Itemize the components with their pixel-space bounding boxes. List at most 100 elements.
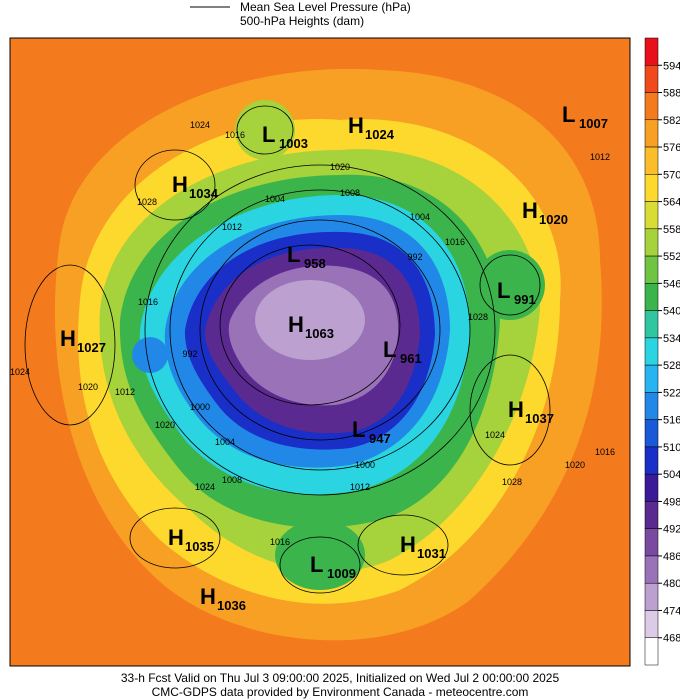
center-pressure: 1037 (525, 411, 554, 426)
center-pressure: 1009 (327, 566, 356, 581)
contour-label: 1020 (155, 420, 175, 430)
center-pressure: 1031 (417, 546, 446, 561)
colorbar-label: 528 (663, 360, 680, 372)
contour-label: 1004 (215, 437, 235, 447)
legend-text: Mean Sea Level Pressure (hPa) (240, 0, 411, 14)
contour-label: 1020 (565, 460, 585, 470)
colorbar-swatch (644, 146, 659, 175)
contour-label: 992 (407, 252, 422, 262)
colorbar-label: 522 (663, 387, 680, 399)
contour-label: 1020 (78, 382, 98, 392)
contour-label: 1004 (410, 212, 430, 222)
center-kind: L (352, 417, 365, 442)
center-kind: L (383, 337, 396, 362)
contour-label: 1004 (265, 194, 285, 204)
isobar (169, 189, 471, 471)
center-pressure: 958 (304, 256, 326, 271)
colorbar-swatch (644, 610, 659, 638)
isobar (144, 164, 496, 496)
center-pressure: 1035 (185, 539, 214, 554)
colorbar-swatch (644, 501, 659, 529)
center-kind: L (287, 242, 300, 267)
colorbar-label: 504 (663, 469, 680, 481)
center-kind: L (497, 278, 510, 303)
center-pressure: 1036 (217, 598, 246, 613)
colorbar-label: 576 (663, 142, 680, 154)
isobar (469, 354, 551, 466)
contour-label: 1016 (270, 537, 290, 547)
contour-label: 1028 (137, 197, 157, 207)
isobars (24, 105, 551, 594)
center-pressure: 1034 (189, 186, 219, 201)
contour-label: 1012 (590, 152, 610, 162)
center-pressure: 1024 (365, 127, 395, 142)
colorbar-swatch (644, 37, 659, 66)
isobar (134, 149, 216, 221)
map-frame (9, 37, 631, 667)
field-band (255, 280, 365, 360)
colorbar-swatch (644, 174, 659, 202)
colorbar-label: 498 (663, 496, 680, 508)
center-kind: H (400, 532, 416, 557)
contour-label: 1016 (595, 447, 615, 457)
colorbar-swatch (644, 310, 659, 339)
contour-label: 1024 (190, 120, 210, 130)
colorbar-swatch (644, 92, 659, 121)
isobar (129, 507, 221, 569)
colorbar-label: 486 (663, 551, 680, 563)
contour-label: 992 (182, 349, 197, 359)
center-kind: L (262, 122, 275, 147)
contour-label: 1008 (222, 475, 242, 485)
colorbar-label: 564 (663, 197, 680, 209)
legend-text: 500-hPa Heights (dam) (240, 14, 364, 28)
contour-label: 1016 (225, 130, 245, 140)
isobar (24, 264, 116, 426)
contour-label: 1028 (468, 312, 488, 322)
contour-label: 1020 (330, 162, 350, 172)
colorbar-swatch (644, 283, 659, 311)
center-kind: H (522, 198, 538, 223)
colorbar-label: 474 (663, 605, 680, 617)
contour-label: 1008 (340, 188, 360, 198)
center-pressure: 991 (514, 292, 536, 307)
center-pressure: 1007 (579, 116, 608, 131)
center-kind: H (288, 312, 304, 337)
colorbar-swatch (644, 119, 659, 148)
colorbar-label: 552 (663, 251, 680, 263)
isobar (479, 254, 541, 316)
isobar (199, 219, 441, 441)
colorbar-swatch (644, 337, 659, 366)
isobar (236, 105, 294, 155)
colorbar-label: 582 (663, 115, 680, 127)
colorbar-swatch (644, 228, 659, 257)
colorbar-swatch (644, 419, 659, 448)
contour-label: 1012 (350, 482, 370, 492)
map-field (10, 38, 630, 666)
colorbar-label: 540 (663, 306, 680, 318)
contour-label: 1000 (190, 402, 210, 412)
center-pressure: 961 (400, 351, 422, 366)
colorbar-swatch (644, 392, 659, 420)
colorbar-swatch (644, 528, 659, 557)
contour-label: 1012 (115, 387, 135, 397)
center-pressure: 1020 (539, 212, 568, 227)
isobar (279, 536, 361, 594)
colorbar-swatch (644, 201, 659, 230)
colorbar-label: 516 (663, 415, 680, 427)
center-pressure: 947 (369, 431, 391, 446)
field-band (132, 337, 168, 373)
colorbar-label: 468 (663, 633, 680, 645)
colorbar-swatch (644, 555, 659, 584)
contour-label: 1000 (355, 460, 375, 470)
colorbar-swatch (644, 364, 659, 393)
colorbar-swatch (644, 255, 659, 284)
center-kind: L (310, 552, 323, 577)
center-kind: L (562, 102, 575, 127)
center-kind: H (168, 525, 184, 550)
center-kind: H (172, 172, 188, 197)
center-kind: H (348, 113, 364, 138)
colorbar-swatch (644, 65, 659, 93)
colorbar-label: 492 (663, 524, 680, 536)
colorbar-label: 558 (663, 224, 680, 236)
